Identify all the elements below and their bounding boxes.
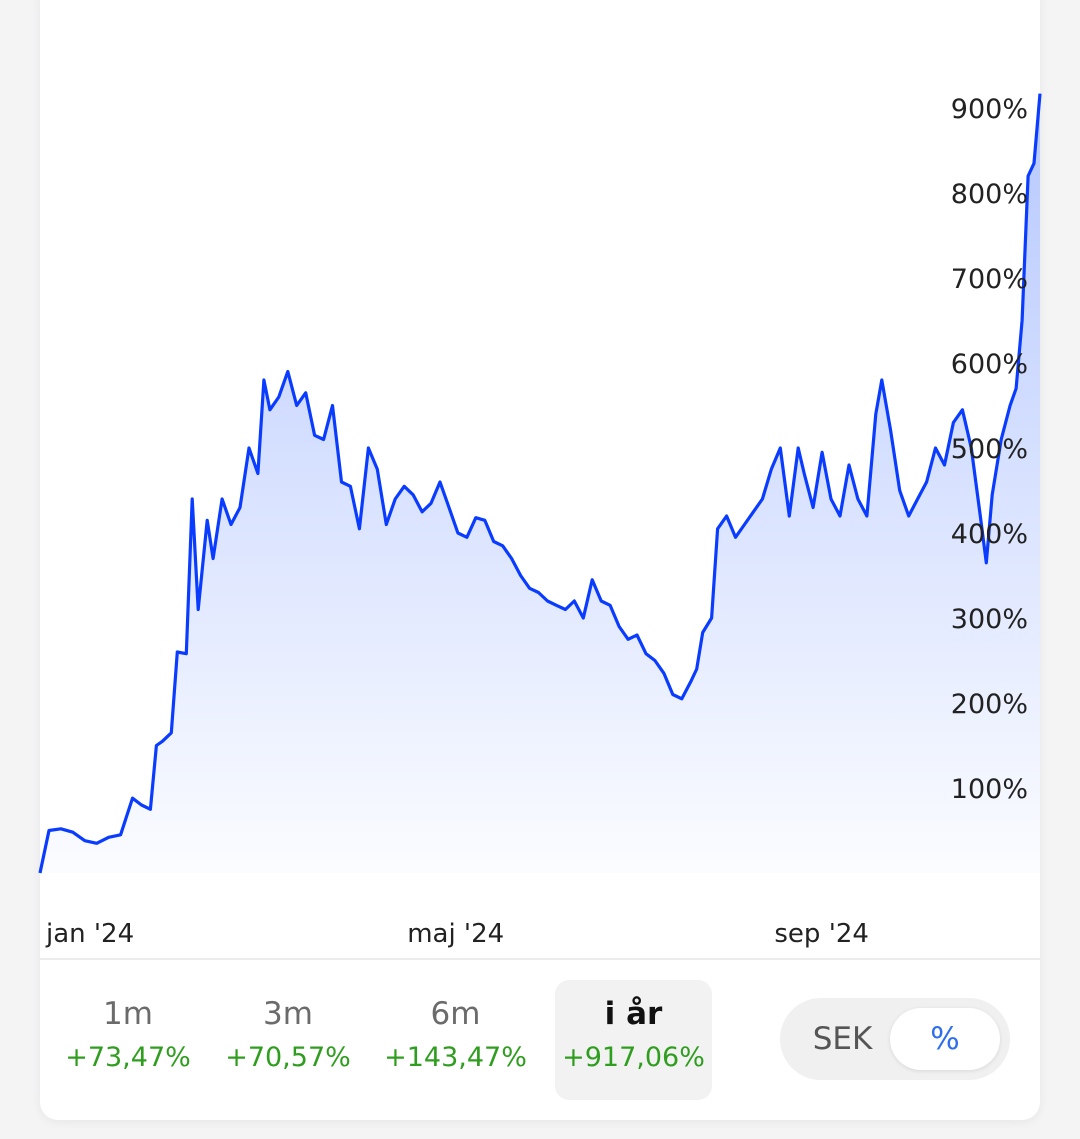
y-tick-label: 500% (951, 434, 1028, 465)
x-tick-label: jan '24 (45, 919, 134, 949)
y-tick-label: 100% (951, 774, 1028, 805)
y-tick-label: 200% (951, 689, 1028, 720)
period-selector: 1m +73,47% 3m +70,57% 6m +143,47% i år +… (48, 980, 728, 1100)
y-tick-label: 600% (951, 349, 1028, 380)
period-label: 1m (103, 996, 153, 1032)
period-change: +73,47% (65, 1042, 191, 1073)
divider (40, 958, 1040, 960)
y-tick-label: 400% (951, 519, 1028, 550)
y-axis: 100% 200% 300% 400% 500% 600% 700% 800% 900% (951, 94, 1028, 805)
y-tick-label: 900% (951, 94, 1028, 125)
x-tick-label: maj '24 (407, 919, 504, 949)
x-axis: jan '24 maj '24 sep '24 (45, 919, 869, 949)
period-label: 6m (430, 996, 481, 1032)
period-6m[interactable]: 6m +143,47% (368, 980, 543, 1100)
performance-chart[interactable]: 100% 200% 300% 400% 500% 600% 700% 800% 900% jan… (0, 0, 1080, 960)
period-change: +143,47% (384, 1042, 527, 1073)
period-3m[interactable]: 3m +70,57% (208, 980, 368, 1100)
x-tick-label: sep '24 (774, 919, 869, 949)
period-ytd[interactable]: i år +917,06% (555, 980, 712, 1100)
unit-toggle: SEK % (780, 998, 1010, 1080)
period-1m[interactable]: 1m +73,47% (48, 980, 208, 1100)
series-area-fill (40, 93, 1040, 874)
period-label: i år (604, 996, 663, 1032)
toggle-sek[interactable]: SEK (812, 1021, 873, 1057)
y-tick-label: 300% (951, 604, 1028, 635)
period-change: +70,57% (225, 1042, 351, 1073)
toggle-percent[interactable]: % (890, 1008, 1000, 1070)
y-tick-label: 800% (951, 179, 1028, 210)
y-tick-label: 700% (951, 264, 1028, 295)
period-change: +917,06% (562, 1042, 705, 1073)
series-line (38, 93, 1042, 874)
chart-marks (38, 93, 1042, 874)
period-label: 3m (263, 996, 313, 1032)
